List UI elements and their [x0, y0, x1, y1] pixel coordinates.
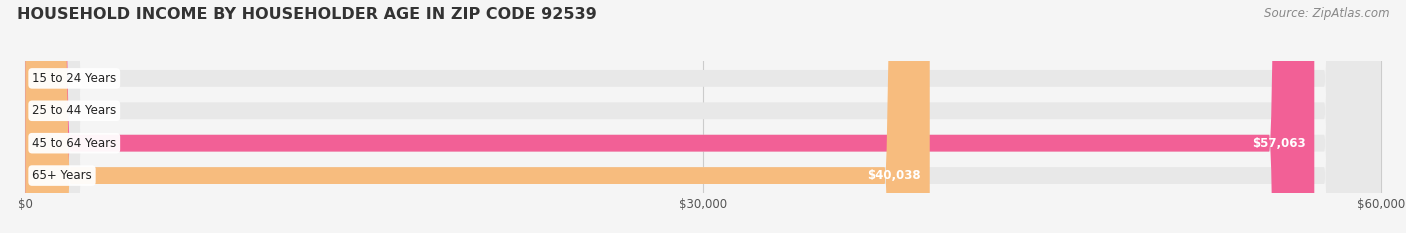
Text: HOUSEHOLD INCOME BY HOUSEHOLDER AGE IN ZIP CODE 92539: HOUSEHOLD INCOME BY HOUSEHOLDER AGE IN Z… — [17, 7, 596, 22]
FancyBboxPatch shape — [25, 0, 59, 233]
Text: 25 to 44 Years: 25 to 44 Years — [32, 104, 117, 117]
FancyBboxPatch shape — [25, 0, 1381, 233]
Text: $0: $0 — [66, 104, 82, 117]
Text: $57,063: $57,063 — [1251, 137, 1305, 150]
Text: 15 to 24 Years: 15 to 24 Years — [32, 72, 117, 85]
FancyBboxPatch shape — [25, 0, 1381, 233]
Text: Source: ZipAtlas.com: Source: ZipAtlas.com — [1264, 7, 1389, 20]
FancyBboxPatch shape — [25, 0, 1381, 233]
FancyBboxPatch shape — [25, 0, 1381, 233]
FancyBboxPatch shape — [25, 0, 59, 233]
Text: $40,038: $40,038 — [868, 169, 921, 182]
FancyBboxPatch shape — [25, 0, 1315, 233]
Text: 45 to 64 Years: 45 to 64 Years — [32, 137, 117, 150]
Text: $0: $0 — [66, 72, 82, 85]
Text: 65+ Years: 65+ Years — [32, 169, 91, 182]
FancyBboxPatch shape — [25, 0, 929, 233]
